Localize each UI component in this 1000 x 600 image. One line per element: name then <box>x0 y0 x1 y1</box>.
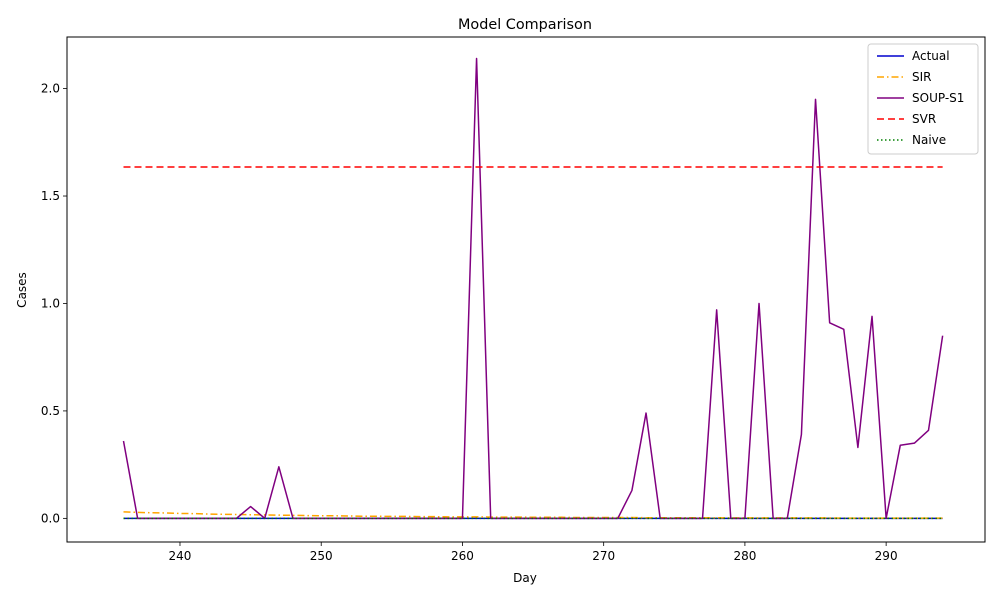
x-tick-label: 280 <box>733 549 756 563</box>
chart-title: Model Comparison <box>458 17 592 33</box>
plot-frame <box>66 36 986 543</box>
y-axis: 0.0 0.5 1.0 1.5 2.0 <box>41 82 67 525</box>
x-tick-label: 290 <box>875 549 898 563</box>
series-line-soup-s1 <box>122 57 944 520</box>
x-tick-label: 260 <box>451 549 474 563</box>
x-tick-label: 270 <box>592 549 615 563</box>
x-axis: 240 250 260 270 280 290 <box>169 542 898 563</box>
y-tick-label: 2.0 <box>41 82 60 96</box>
series-layer <box>122 57 944 520</box>
legend: Actual SIR SOUP-S1 SVR Naive <box>867 43 979 155</box>
x-axis-title: Day <box>513 571 537 585</box>
legend-label-sir: SIR <box>912 70 932 84</box>
legend-box <box>867 43 979 155</box>
x-tick-label: 250 <box>310 549 333 563</box>
y-tick-label: 1.5 <box>41 189 60 203</box>
y-tick-label: 0.5 <box>41 404 60 418</box>
legend-label-svr: SVR <box>912 112 936 126</box>
legend-label-naive: Naive <box>912 133 946 147</box>
y-tick-label: 0.0 <box>41 511 60 525</box>
legend-label-soup-s1: SOUP-S1 <box>912 91 964 105</box>
legend-label-actual: Actual <box>912 49 950 63</box>
y-tick-label: 1.0 <box>41 296 60 310</box>
x-tick-label: 240 <box>169 549 192 563</box>
y-axis-title: Cases <box>15 272 29 308</box>
